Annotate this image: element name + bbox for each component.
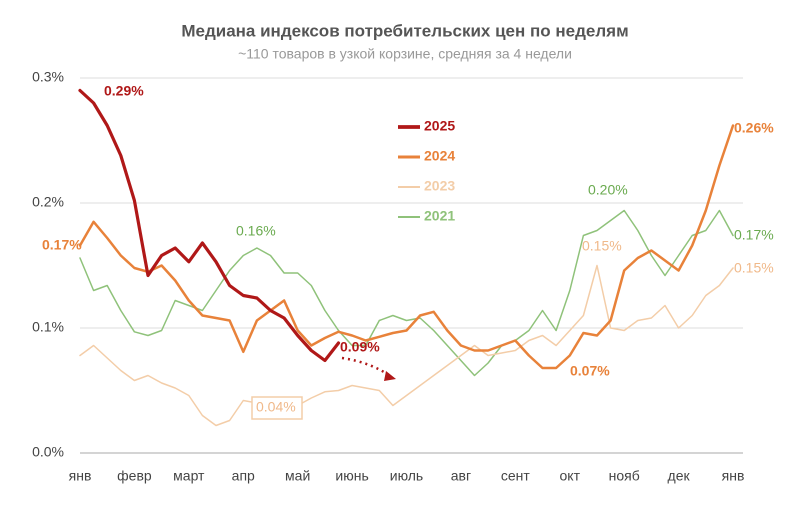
x-tick-label: авг — [451, 468, 471, 484]
legend-label: 2024 — [424, 148, 455, 164]
x-tick-label: нояб — [609, 468, 640, 484]
annotation: 0.16% — [236, 223, 276, 239]
y-tick-label: 0.3% — [32, 69, 64, 85]
annotation: 0.15% — [582, 238, 622, 254]
label-box — [251, 396, 303, 420]
y-tick-label: 0.0% — [32, 444, 64, 460]
x-tick-label: февр — [117, 468, 152, 484]
annotation: 0.09% — [340, 339, 380, 355]
legend-label: 2021 — [424, 208, 455, 224]
arrow-head — [384, 371, 396, 381]
annotation: 0.20% — [588, 182, 628, 198]
annotation: 0.26% — [734, 120, 774, 136]
annotation: 0.29% — [104, 83, 144, 99]
series-line — [79, 209, 734, 377]
y-tick-label: 0.2% — [32, 194, 64, 210]
annotation: 0.07% — [570, 363, 610, 379]
chart-title: Медиана индексов потребительских цен по … — [181, 21, 628, 40]
series-line — [78, 124, 735, 370]
series-line — [79, 264, 734, 427]
legend-label: 2023 — [424, 178, 455, 194]
x-tick-label: дек — [668, 468, 691, 484]
trend-arrow — [341, 356, 393, 379]
x-tick-label: сент — [501, 468, 531, 484]
x-tick-label: апр — [232, 468, 255, 484]
annotation: 0.15% — [734, 260, 774, 276]
y-tick-label: 0.1% — [32, 319, 64, 335]
x-tick-label: июнь — [335, 468, 368, 484]
x-tick-label: май — [285, 468, 310, 484]
x-tick-label: июль — [390, 468, 423, 484]
annotation: 0.17% — [734, 227, 774, 243]
x-tick-label: март — [173, 468, 205, 484]
x-tick-label: янв — [722, 468, 745, 484]
series-line — [78, 88, 341, 363]
x-tick-label: окт — [560, 468, 581, 484]
x-tick-label: янв — [69, 468, 92, 484]
annotation: 0.04% — [256, 399, 296, 415]
legend-label: 2025 — [424, 118, 455, 134]
annotation: 0.17% — [42, 237, 82, 253]
chart-subtitle: ~110 товаров в узкой корзине, средняя за… — [238, 46, 572, 62]
